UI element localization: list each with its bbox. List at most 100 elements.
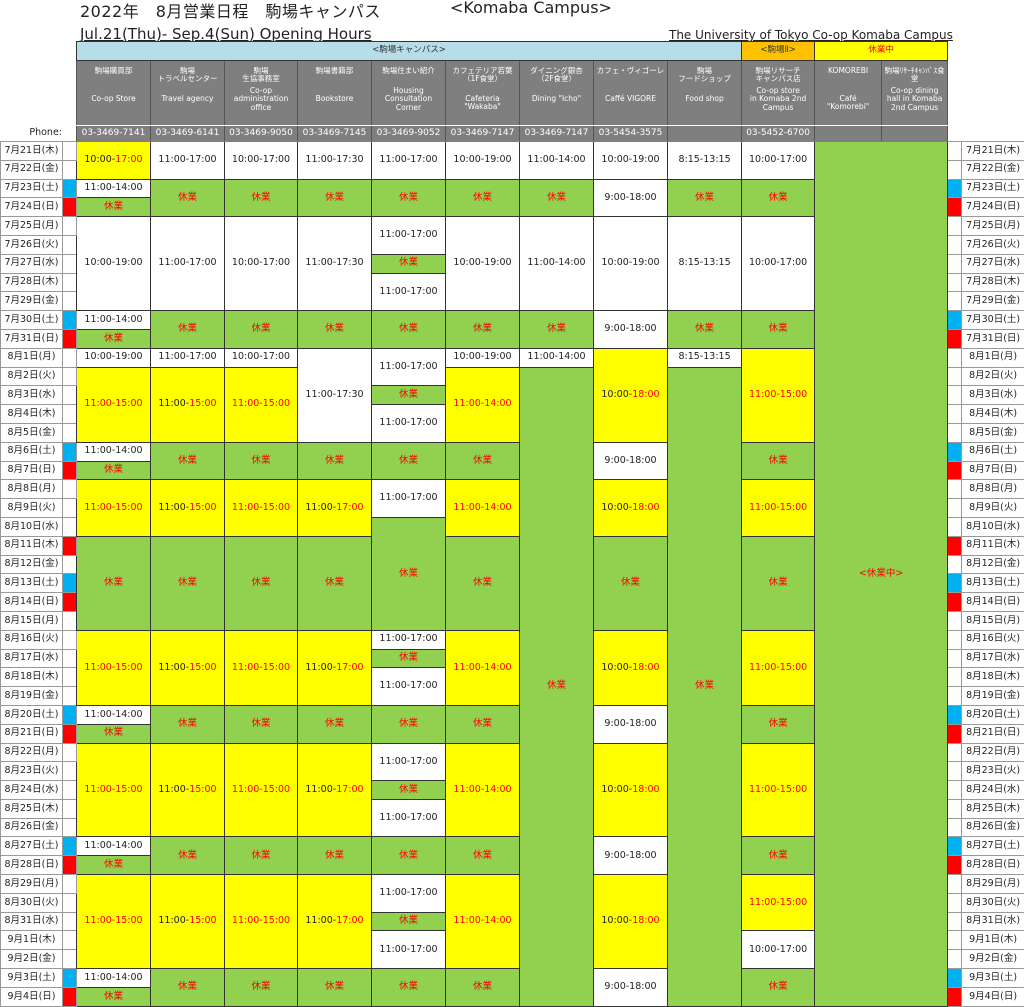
day-marker xyxy=(948,198,962,217)
hours-start: 10:00- xyxy=(601,389,632,400)
day-marker xyxy=(948,442,962,461)
date-label: 8月29日(月) xyxy=(1,875,63,894)
hours-cell: 11:00-17:00 xyxy=(372,743,446,781)
group-band-row: <駒場キャンパス><駒場Ⅱ>休業中 xyxy=(1,42,1024,61)
hours-end: 17:00 xyxy=(336,502,363,513)
date-label: 8月12日(金) xyxy=(962,555,1024,574)
hours-cell: 11:00-15:00 xyxy=(225,367,298,442)
date-label: 8月5日(金) xyxy=(1,423,63,442)
shop-name-jp: 駒場 フードショップ xyxy=(668,67,741,85)
date-label: 9月2日(金) xyxy=(962,950,1024,969)
closed-cell: 休業 xyxy=(298,179,372,217)
date-label: 8月9日(火) xyxy=(962,499,1024,518)
hours-start: 11:00- xyxy=(158,662,189,673)
hours-cell: 10:00-18:00 xyxy=(594,480,668,536)
closed-cell: 休業 xyxy=(372,649,446,668)
closed-cell: 休業 xyxy=(77,856,151,875)
closed-cell: 休業 xyxy=(225,442,298,480)
hours-cell: 11:00-15:00 xyxy=(77,480,151,536)
day-marker xyxy=(63,799,77,818)
group-header: 休業中 xyxy=(815,42,948,61)
date-label: 9月2日(金) xyxy=(1,950,63,969)
hours-cell: 11:00-14:00 xyxy=(77,969,151,988)
day-marker xyxy=(63,386,77,405)
date-label: 7月21日(木) xyxy=(962,142,1024,161)
closed-cell: 休業 xyxy=(77,329,151,348)
date-label: 8月16日(火) xyxy=(962,630,1024,649)
day-marker xyxy=(948,142,962,161)
shop-name-jp: 駒場購買部 xyxy=(77,67,150,85)
hours-cell: 11:00-14:00 xyxy=(446,630,520,705)
closed-cell: 休業 xyxy=(372,179,446,217)
date-label: 8月3日(水) xyxy=(962,386,1024,405)
hours-cell: 11:00-15:00 xyxy=(742,630,815,705)
day-marker xyxy=(63,160,77,179)
day-marker xyxy=(63,198,77,217)
hours-cell: 10:00-17:00 xyxy=(742,931,815,969)
date-label: 8月5日(金) xyxy=(962,423,1024,442)
date-label: 8月27日(土) xyxy=(1,837,63,856)
hours-cell: 11:00-17:30 xyxy=(298,142,372,180)
day-marker xyxy=(948,611,962,630)
date-label: 8月11日(木) xyxy=(1,536,63,555)
date-label: 8月3日(水) xyxy=(1,386,63,405)
date-label: 7月23日(土) xyxy=(1,179,63,198)
shop-phone xyxy=(668,126,742,142)
hours-cell: 10:00-17:00 xyxy=(742,142,815,180)
closed-cell: 休業 xyxy=(372,311,446,349)
date-label: 8月9日(火) xyxy=(1,499,63,518)
day-marker xyxy=(948,875,962,894)
day-marker xyxy=(63,743,77,762)
closed-cell: 休業 xyxy=(446,969,520,1007)
date-label: 8月11日(木) xyxy=(962,536,1024,555)
hours-cell: 10:00-19:00 xyxy=(77,348,151,367)
closed-cell: 休業 xyxy=(151,442,225,480)
day-marker xyxy=(63,781,77,800)
hours-cell: 9:00-18:00 xyxy=(594,442,668,480)
closed-cell: 休業 xyxy=(77,461,151,480)
date-label: 8月1日(月) xyxy=(1,348,63,367)
hours-end: 18:00 xyxy=(632,389,659,400)
day-marker xyxy=(948,837,962,856)
hours-cell: 11:00-14:00 xyxy=(77,311,151,330)
hours-start: 11:00- xyxy=(158,502,189,513)
day-marker xyxy=(948,762,962,781)
shop-name-jp: カフェテリア若葉 （1F食堂） xyxy=(446,67,519,85)
closed-cell: 休業 xyxy=(520,311,594,349)
date-label: 8月8日(月) xyxy=(962,480,1024,499)
date-label: 8月28日(日) xyxy=(1,856,63,875)
day-marker xyxy=(948,818,962,837)
day-marker xyxy=(948,480,962,499)
day-marker xyxy=(63,969,77,988)
hours-end: 18:00 xyxy=(632,502,659,513)
hours-end: 15:00 xyxy=(189,398,216,409)
shop-phone: 03-3469-6141 xyxy=(151,126,225,142)
day-marker xyxy=(948,329,962,348)
hours-cell: 11:00-17:30 xyxy=(298,348,372,442)
shop-name-jp: 駒場書籍部 xyxy=(298,67,371,85)
day-marker xyxy=(63,329,77,348)
hours-start: 11:00- xyxy=(158,784,189,795)
hours-cell: 10:00-19:00 xyxy=(446,217,520,311)
date-label: 8月4日(木) xyxy=(1,405,63,424)
day-marker xyxy=(63,837,77,856)
hours-start: 10:00- xyxy=(84,154,115,165)
day-marker xyxy=(63,630,77,649)
shop-phone: 03-5452-6700 xyxy=(742,126,815,142)
date-label: 7月22日(金) xyxy=(1,160,63,179)
hours-cell: 11:00-17:00 xyxy=(372,668,446,706)
date-label: 7月28日(木) xyxy=(1,273,63,292)
date-label: 8月22日(月) xyxy=(1,743,63,762)
day-marker xyxy=(948,536,962,555)
shop-name-en: Co-op dining hall in Komaba 2nd Campus xyxy=(882,87,947,112)
day-marker xyxy=(63,875,77,894)
day-marker xyxy=(948,705,962,724)
hours-end: 15:00 xyxy=(189,915,216,926)
date-label: 9月3日(土) xyxy=(1,969,63,988)
shop-name-en: Dining "Icho" xyxy=(520,95,593,103)
day-marker xyxy=(948,687,962,706)
date-label: 8月19日(金) xyxy=(1,687,63,706)
